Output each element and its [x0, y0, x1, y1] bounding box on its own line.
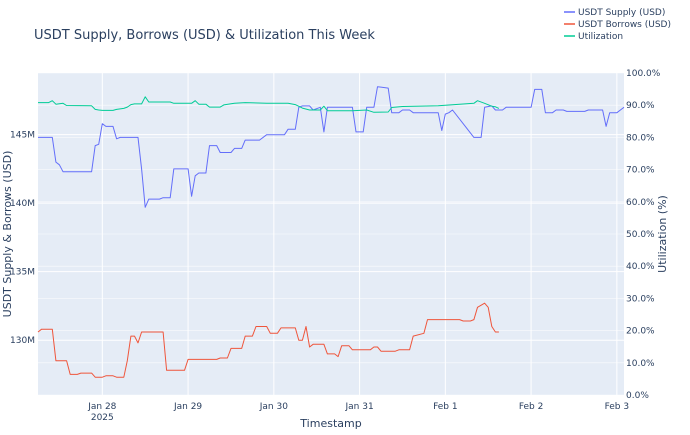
- x-axis-label: Timestamp: [299, 417, 361, 430]
- series-line-usdt-borrows-usd: [37, 302, 499, 378]
- y-right-tick-label: 60.0%: [626, 198, 655, 208]
- legend-label: Utilization: [578, 32, 623, 42]
- y-right-tick-label: 20.0%: [626, 327, 655, 337]
- y-left-tick-label: 135M: [10, 268, 35, 278]
- y-right-tick-label: 90.0%: [626, 101, 655, 111]
- y-right-tick-label: 50.0%: [626, 230, 655, 240]
- y-axis-right-label: Utilization (%): [656, 195, 669, 273]
- series-line-usdt-supply-usd: [38, 86, 625, 208]
- x-tick-label: Jan 31: [344, 402, 373, 412]
- y-left-tick-label: 130M: [10, 336, 35, 346]
- x-tick-label: Feb 3: [605, 402, 630, 412]
- y-right-tick-label: 100.0%: [626, 69, 661, 79]
- x-tick-sublabel: 2025: [91, 413, 114, 423]
- x-tick-label: Jan 30: [259, 402, 288, 412]
- x-tick-label: Feb 1: [433, 402, 458, 412]
- y-left-tick-label: 145M: [10, 131, 35, 141]
- y-right-tick-label: 10.0%: [626, 359, 655, 369]
- chart-title: USDT Supply, Borrows (USD) & Utilization…: [34, 28, 375, 43]
- series-line-utilization: [38, 96, 500, 113]
- grid-lines: [38, 72, 624, 396]
- legend[interactable]: USDT Supply (USD) USDT Borrows (USD) Utili…: [564, 8, 671, 42]
- x-tick-label: Feb 2: [519, 402, 544, 412]
- legend-label: USDT Borrows (USD): [578, 20, 671, 30]
- x-tick-label: Jan 29: [173, 402, 202, 412]
- y-left-tick-label: 140M: [10, 199, 35, 209]
- y-right-tick-label: 70.0%: [626, 166, 655, 176]
- y-right-tick-label: 30.0%: [626, 294, 655, 304]
- y-right-tick-label: 80.0%: [626, 133, 655, 143]
- series-lines: [37, 86, 625, 378]
- y-axis-left-label: USDT Supply & Borrows (USD): [1, 151, 14, 318]
- legend-item-utilization[interactable]: Utilization: [564, 32, 623, 42]
- y-right-tick-label: 40.0%: [626, 262, 655, 272]
- legend-item-usdt-supply-usd[interactable]: USDT Supply (USD): [564, 8, 665, 18]
- legend-item-usdt-borrows-usd[interactable]: USDT Borrows (USD): [564, 20, 671, 30]
- x-tick-label: Jan 28: [87, 402, 116, 412]
- legend-label: USDT Supply (USD): [578, 8, 665, 18]
- y-right-tick-label: 0.0%: [626, 391, 649, 401]
